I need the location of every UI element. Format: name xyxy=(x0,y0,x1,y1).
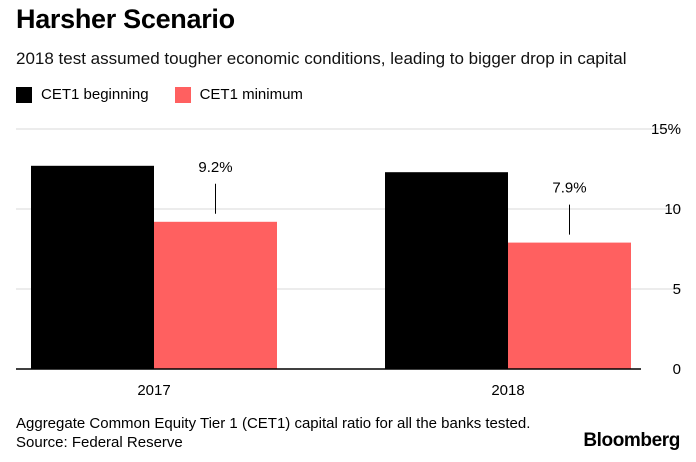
bloomberg-logo: Bloomberg xyxy=(583,430,680,451)
data-label: 9.2% xyxy=(198,159,232,176)
chart-subtitle: 2018 test assumed tougher economic condi… xyxy=(16,49,627,68)
y-tick-label: 10 xyxy=(664,201,681,218)
source-text: Source: Federal Reserve xyxy=(16,434,183,451)
bar xyxy=(31,165,154,369)
x-tick-label: 2018 xyxy=(491,382,524,399)
y-tick-label: 5 xyxy=(673,281,681,298)
data-label: 7.9% xyxy=(552,180,586,197)
legend-label-cet1-beginning: CET1 beginning xyxy=(41,86,149,103)
bar xyxy=(385,172,508,369)
legend-item-cet1-minimum: CET1 minimum xyxy=(174,86,303,103)
bar xyxy=(154,221,277,369)
legend-label-cet1-minimum: CET1 minimum xyxy=(199,86,303,103)
legend-item-cet1-beginning: CET1 beginning xyxy=(16,86,149,103)
footnote-text: Aggregate Common Equity Tier 1 (CET1) ca… xyxy=(16,415,531,432)
bar xyxy=(508,242,631,369)
chart-title: Harsher Scenario xyxy=(16,4,235,34)
y-tick-label: 0 xyxy=(673,361,681,378)
legend-swatch-cet1-minimum xyxy=(174,86,191,103)
x-tick-label: 2017 xyxy=(137,382,170,399)
legend: CET1 beginning CET1 minimum xyxy=(16,86,329,103)
chart-footnote: Aggregate Common Equity Tier 1 (CET1) ca… xyxy=(16,414,530,452)
y-tick-label: 15% xyxy=(651,121,681,138)
legend-swatch-cet1-beginning xyxy=(16,86,32,103)
